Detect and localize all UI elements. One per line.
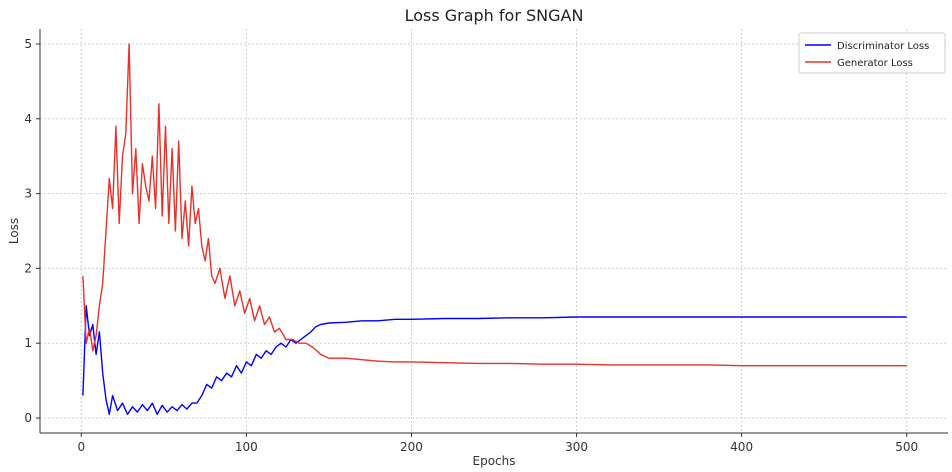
x-axis-label: Epochs <box>473 454 516 468</box>
x-tick-label: 100 <box>235 440 258 454</box>
tick-labels: 0 100 200 300 400 500 0 1 2 3 4 5 <box>24 37 918 454</box>
axes <box>39 29 948 434</box>
legend-label-generator: Generator Loss <box>837 58 913 69</box>
legend-label-discriminator: Discriminator Loss <box>837 41 929 52</box>
y-tick-label: 0 <box>24 411 32 425</box>
grid-lines <box>40 29 948 433</box>
legend-box <box>798 32 946 74</box>
y-tick-label: 5 <box>24 37 32 51</box>
x-tick-label: 500 <box>895 440 918 454</box>
y-tick-label: 2 <box>24 261 32 275</box>
legend: Discriminator Loss Generator Loss <box>798 32 946 74</box>
generator-loss-line <box>82 43 907 367</box>
y-tick-label: 4 <box>24 112 32 126</box>
discriminator-loss-line <box>82 305 907 415</box>
x-tick-label: 0 <box>77 440 85 454</box>
series-lines <box>82 43 907 415</box>
chart-title: Loss Graph for SNGAN <box>405 6 584 25</box>
y-tick-label: 3 <box>24 187 32 201</box>
y-axis-label: Loss <box>7 218 21 244</box>
y-tick-label: 1 <box>24 336 32 350</box>
x-tick-label: 200 <box>400 440 423 454</box>
x-tick-label: 300 <box>565 440 588 454</box>
x-tick-label: 400 <box>730 440 753 454</box>
